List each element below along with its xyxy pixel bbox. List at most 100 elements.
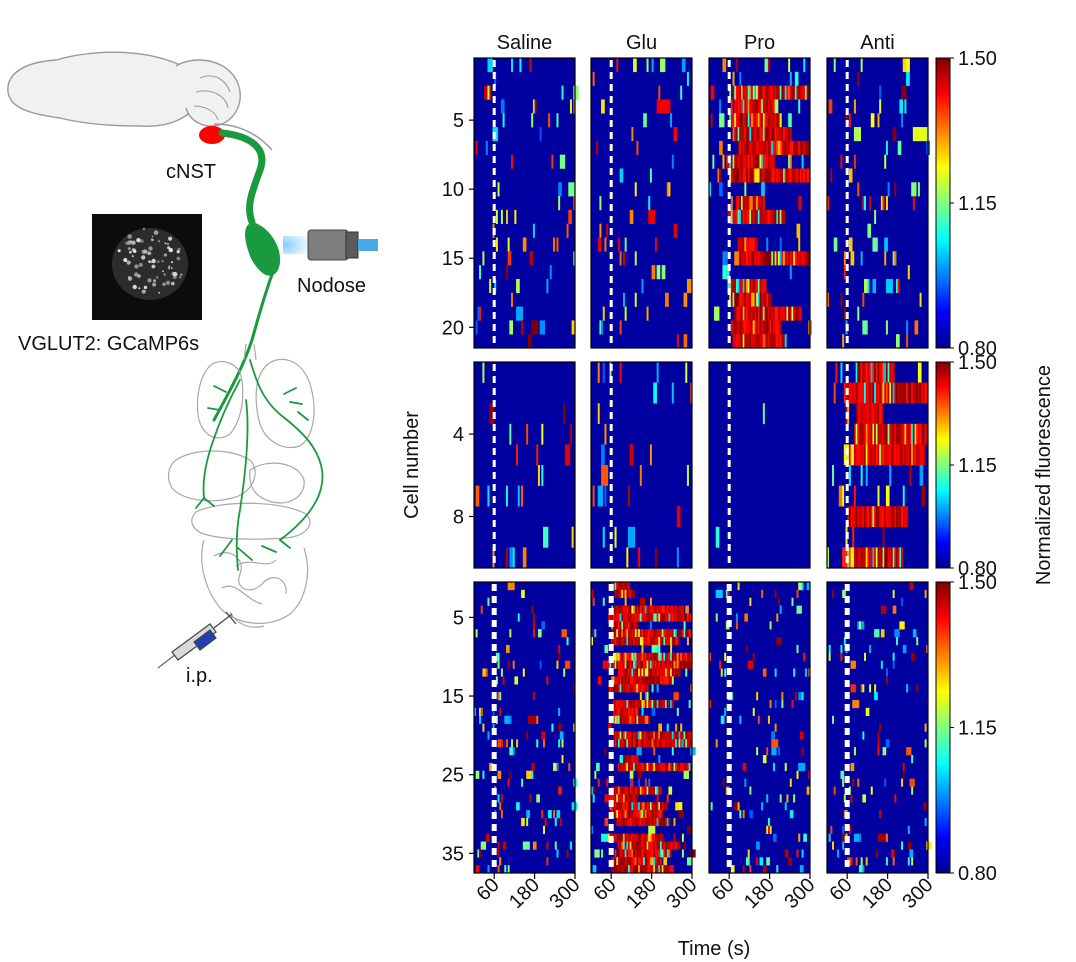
heatmap-cell xyxy=(571,526,574,548)
heatmap-cell xyxy=(619,739,622,748)
heatmap-cell xyxy=(803,652,806,661)
heatmap-cell xyxy=(616,833,619,842)
micrograph-cell xyxy=(151,264,156,269)
heatmap-cell xyxy=(624,707,627,716)
heatmap-cell xyxy=(739,154,742,169)
heatmap-cell xyxy=(757,209,760,225)
heatmap-cell xyxy=(612,605,615,614)
heatmap-cell xyxy=(860,444,863,466)
heatmap-cell xyxy=(772,85,775,100)
heatmap-cell xyxy=(860,403,863,425)
heatmap-cell xyxy=(661,265,666,280)
heatmap-cell xyxy=(644,841,647,850)
heatmap-cell xyxy=(740,99,743,114)
heatmap-cell xyxy=(522,841,530,850)
heatmap-cell xyxy=(558,182,562,197)
heatmap-cell xyxy=(835,362,838,383)
heatmap-cell xyxy=(737,582,740,591)
heatmap-cell xyxy=(619,833,622,842)
heatmap-cell xyxy=(492,707,495,716)
micrograph-cell xyxy=(136,238,141,243)
heatmap-cell xyxy=(686,278,693,294)
heatmap-cell xyxy=(772,154,775,169)
heatmap-cell xyxy=(909,849,914,858)
heatmap-cell xyxy=(622,660,625,669)
heatmap-cell xyxy=(621,857,624,866)
heatmap-cell xyxy=(654,547,657,569)
heatmap-cell xyxy=(665,731,668,740)
heatmap-cell xyxy=(767,127,770,142)
micrograph-cell xyxy=(127,240,132,245)
heatmap-cell xyxy=(853,833,861,842)
heatmap-cell xyxy=(902,423,905,445)
heatmap-cell xyxy=(744,320,747,335)
heatmap-cell xyxy=(779,113,782,128)
heatmap-cell xyxy=(616,794,619,803)
micrograph-cell xyxy=(163,253,167,257)
heatmap-cell xyxy=(487,58,493,73)
heatmap-cell xyxy=(621,668,624,677)
heatmap-cell xyxy=(789,127,792,142)
heatmap-cell xyxy=(924,817,927,827)
heatmap-cell xyxy=(860,547,863,569)
heatmap-cell xyxy=(751,196,754,211)
heatmap-cell xyxy=(665,629,668,638)
heatmap-cell xyxy=(553,762,559,772)
heatmap-cell xyxy=(681,629,684,638)
heatmap-cell xyxy=(626,715,629,724)
heatmap-cell xyxy=(626,841,629,850)
heatmap-cell xyxy=(896,382,898,404)
heatmap-cell xyxy=(789,71,792,86)
heatmap-cell xyxy=(884,362,887,383)
heatmap-cell xyxy=(616,660,619,669)
heatmap-cell xyxy=(633,684,636,693)
heatmap-cell xyxy=(594,629,597,638)
heatmap-cell xyxy=(614,629,617,638)
heatmap-cell xyxy=(838,485,843,507)
heatmap-cell xyxy=(749,334,752,349)
condition-title-glu: Glu xyxy=(626,32,657,54)
heatmap-cell xyxy=(791,699,794,709)
heatmap-cell xyxy=(668,739,671,748)
heatmap-cell xyxy=(602,660,609,669)
heatmap-cell xyxy=(762,306,765,321)
heatmap-cell xyxy=(882,444,885,466)
heatmap-cell xyxy=(857,506,860,528)
heatmap-cell xyxy=(616,589,619,599)
heatmap-cell xyxy=(631,668,634,677)
heatmap-cell xyxy=(772,762,775,772)
heatmap-cell xyxy=(636,817,639,827)
heatmap-cell xyxy=(783,209,786,225)
heatmap-cell xyxy=(631,621,634,630)
heatmap-cell xyxy=(487,597,490,606)
micrograph-cell xyxy=(132,284,137,290)
heatmap-cell xyxy=(654,637,657,646)
heatmap-cell xyxy=(761,113,764,128)
heatmap-cell xyxy=(636,699,639,709)
heatmap-cell xyxy=(906,334,909,349)
heatmap-cell xyxy=(732,278,735,294)
heatmap-cell xyxy=(477,306,480,321)
heatmap-cell xyxy=(641,652,644,661)
heatmap-cell xyxy=(739,320,742,335)
heatmap-cell xyxy=(739,209,742,225)
heatmap-cell xyxy=(686,660,689,669)
nodose-ganglion xyxy=(245,222,281,276)
heatmap-cell xyxy=(690,652,693,661)
heatmap-cell xyxy=(670,762,673,772)
heatmap-cell xyxy=(668,668,671,677)
heatmap-cell xyxy=(666,817,669,827)
heatmap-cell xyxy=(531,762,535,772)
heatmap-cell xyxy=(791,168,794,183)
heatmap-cell xyxy=(651,707,656,716)
heatmap-cell xyxy=(884,778,887,787)
heatmap-cell xyxy=(628,652,631,661)
heatmap-cell xyxy=(680,731,683,740)
heatmap-cell xyxy=(649,731,652,740)
heatmap-cell xyxy=(616,810,619,819)
heatmap-cell xyxy=(747,292,750,307)
heatmap-cell xyxy=(665,652,668,661)
heatmap-cell xyxy=(808,140,811,155)
heatmap-cell xyxy=(764,168,767,183)
heatmap-panel-saline-3 xyxy=(473,581,577,874)
